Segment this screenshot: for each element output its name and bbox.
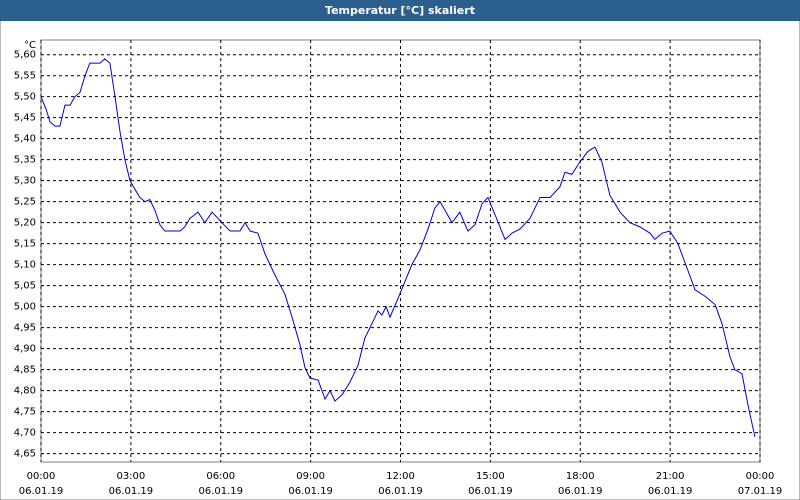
x-tick-date: 07.01.19: [738, 486, 783, 497]
y-tick-label: 4,65: [14, 449, 36, 460]
y-tick-label: 5,05: [14, 281, 36, 292]
x-tick-label: 21:00: [656, 471, 685, 482]
y-tick-label: 5,50: [14, 92, 36, 103]
y-tick-label: 5,20: [14, 218, 36, 229]
x-tick-label: 03:00: [116, 471, 145, 482]
y-tick-label: 4,70: [14, 428, 36, 439]
x-tick-label: 18:00: [566, 471, 595, 482]
x-tick-date: 06.01.19: [109, 486, 154, 497]
data-line: [40, 58, 756, 437]
x-tick-label: 15:00: [476, 471, 505, 482]
x-tick-label: 12:00: [386, 471, 415, 482]
y-tick-label: 4,75: [14, 407, 36, 418]
x-tick-date: 06.01.19: [468, 486, 513, 497]
y-tick-label: 4,95: [14, 323, 36, 334]
x-tick-date: 06.01.19: [648, 486, 693, 497]
y-tick-label: 5,10: [14, 260, 36, 271]
y-tick-label: 5,25: [14, 197, 36, 208]
y-tick-label: 5,00: [14, 302, 36, 313]
y-tick-label: 5,15: [14, 239, 36, 250]
y-axis-unit: °C: [24, 40, 36, 51]
y-tick-label: 5,30: [14, 176, 36, 187]
x-tick-label: 09:00: [296, 471, 325, 482]
x-tick-label: 00:00: [27, 471, 56, 482]
y-tick-label: 5,40: [14, 134, 36, 145]
y-tick-label: 4,85: [14, 365, 36, 376]
x-tick-date: 06.01.19: [558, 486, 603, 497]
y-tick-label: 5,35: [14, 155, 36, 166]
x-tick-date: 06.01.19: [19, 486, 64, 497]
x-tick-date: 06.01.19: [198, 486, 243, 497]
y-tick-label: 5,55: [14, 71, 36, 82]
y-tick-label: 5,60: [14, 50, 36, 61]
y-tick-label: 4,90: [14, 344, 36, 355]
y-tick-label: 4,80: [14, 386, 36, 397]
chart-title: Temperatur [°C] skaliert: [325, 4, 475, 17]
title-bar: [0, 0, 800, 21]
y-tick-label: 5,45: [14, 113, 36, 124]
x-tick-date: 06.01.19: [288, 486, 333, 497]
x-tick-label: 00:00: [746, 471, 775, 482]
x-tick-label: 06:00: [206, 471, 235, 482]
x-tick-date: 06.01.19: [378, 486, 423, 497]
